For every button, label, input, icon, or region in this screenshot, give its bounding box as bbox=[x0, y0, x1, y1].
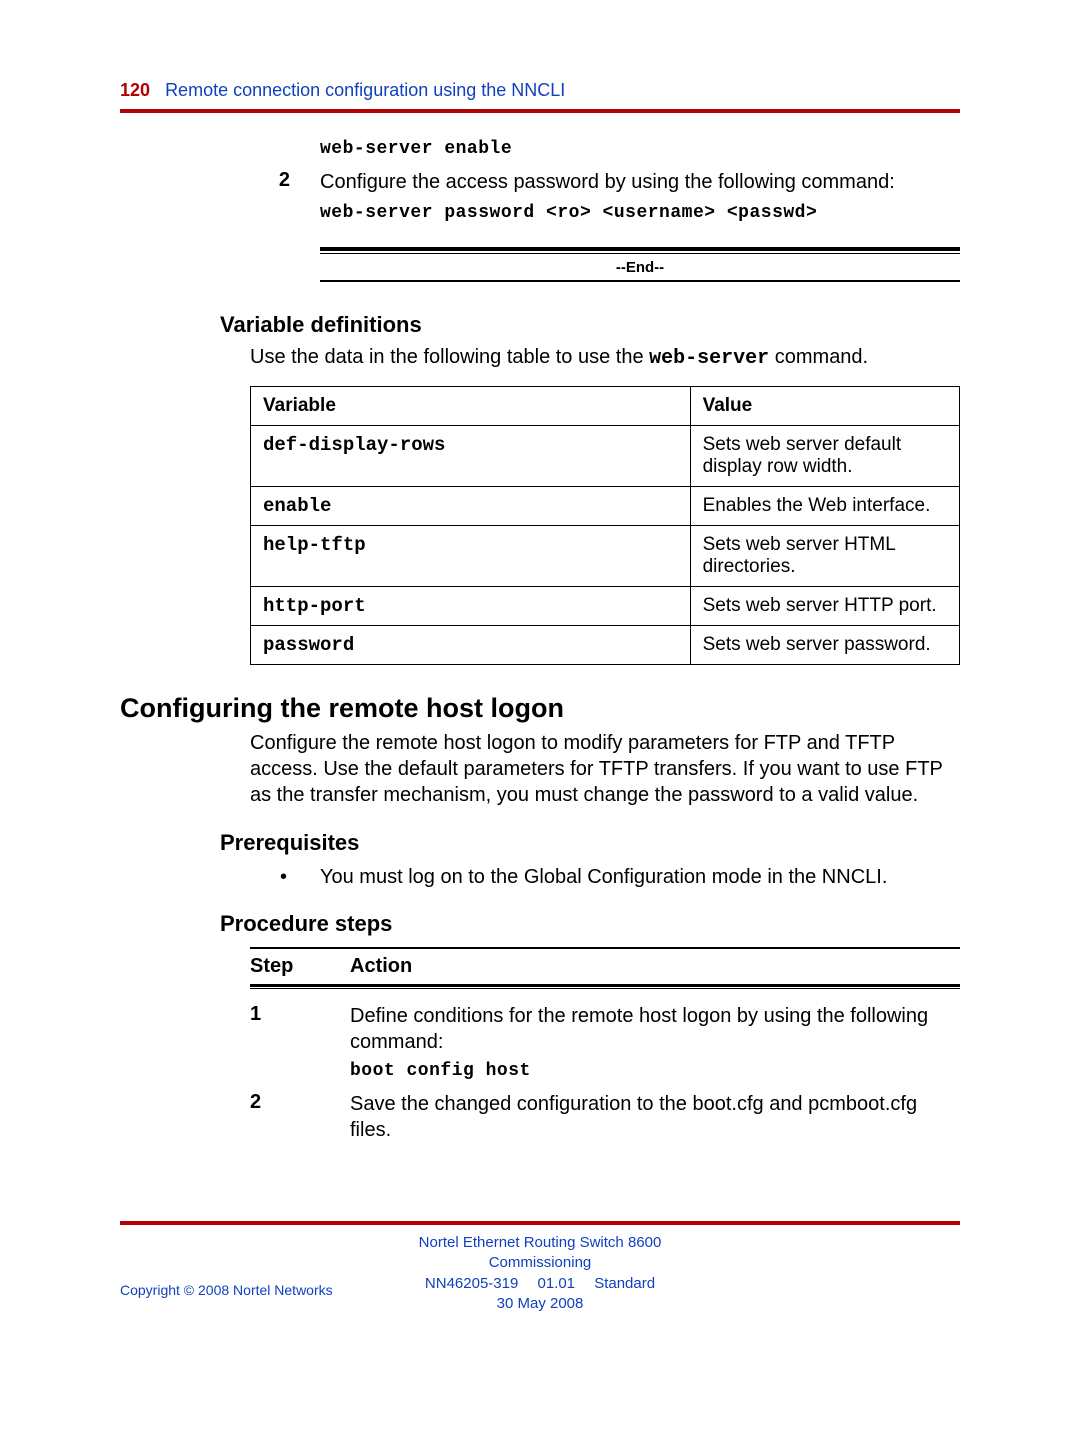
procedure-step-2: 2 Save the changed configuration to the … bbox=[250, 1091, 960, 1143]
procedure-step-2-text: Save the changed configuration to the bo… bbox=[350, 1091, 960, 1143]
code-line-1: web-server enable bbox=[320, 139, 960, 159]
table-row: def-display-rowsSets web server default … bbox=[251, 426, 960, 487]
col-value: Value bbox=[690, 387, 959, 426]
table-row: help-tftpSets web server HTML directorie… bbox=[251, 526, 960, 587]
copyright: Copyright © 2008 Nortel Networks bbox=[120, 1282, 333, 1298]
prerequisite-text: You must log on to the Global Configurat… bbox=[320, 866, 887, 889]
end-label: --End-- bbox=[320, 255, 960, 280]
variable-table: Variable Value def-display-rowsSets web … bbox=[250, 386, 960, 665]
table-row: http-portSets web server HTTP port. bbox=[251, 587, 960, 626]
configuring-remote-host-para: Configure the remote host logon to modif… bbox=[250, 730, 960, 808]
table-row: passwordSets web server password. bbox=[251, 626, 960, 665]
variable-definitions-heading: Variable definitions bbox=[220, 312, 960, 338]
col-variable: Variable bbox=[251, 387, 691, 426]
footer-line-2: Commissioning bbox=[120, 1253, 960, 1273]
page-number: 120 bbox=[120, 80, 150, 100]
prerequisites-heading: Prerequisites bbox=[220, 830, 960, 856]
procedure-steps-heading: Procedure steps bbox=[220, 911, 960, 937]
header-rule bbox=[120, 109, 960, 113]
code-line-2: web-server password <ro> <username> <pas… bbox=[320, 203, 960, 223]
bullet-icon: • bbox=[280, 866, 320, 889]
procedure-col-step: Step bbox=[250, 955, 350, 978]
procedure-step-1: 1 Define conditions for the remote host … bbox=[250, 1003, 960, 1055]
step-2-row: 2 Configure the access password by using… bbox=[230, 169, 960, 195]
configuring-remote-host-heading: Configuring the remote host logon bbox=[120, 693, 960, 724]
procedure-step-1-code: boot config host bbox=[350, 1061, 960, 1081]
running-title: Remote connection configuration using th… bbox=[165, 80, 565, 100]
end-block: --End-- bbox=[320, 247, 960, 282]
step-2-number: 2 bbox=[230, 169, 320, 195]
procedure-col-action: Action bbox=[350, 955, 960, 978]
footer-line-1: Nortel Ethernet Routing Switch 8600 bbox=[120, 1233, 960, 1253]
footer-block: Nortel Ethernet Routing Switch 8600 Comm… bbox=[120, 1233, 960, 1314]
page-container: 120 Remote connection configuration usin… bbox=[0, 0, 1080, 1344]
procedure-step-1-num: 1 bbox=[250, 1003, 350, 1055]
variable-definitions-lead: Use the data in the following table to u… bbox=[250, 344, 960, 372]
procedure-step-1-text: Define conditions for the remote host lo… bbox=[350, 1003, 960, 1055]
table-header-row: Variable Value bbox=[251, 387, 960, 426]
step-2-text: Configure the access password by using t… bbox=[320, 169, 960, 195]
procedure-step-2-num: 2 bbox=[250, 1091, 350, 1143]
table-row: enableEnables the Web interface. bbox=[251, 487, 960, 526]
procedure-header: Step Action bbox=[250, 947, 960, 989]
prerequisite-bullet: • You must log on to the Global Configur… bbox=[280, 866, 960, 889]
footer-rule bbox=[120, 1221, 960, 1225]
running-head: 120 Remote connection configuration usin… bbox=[120, 80, 960, 101]
